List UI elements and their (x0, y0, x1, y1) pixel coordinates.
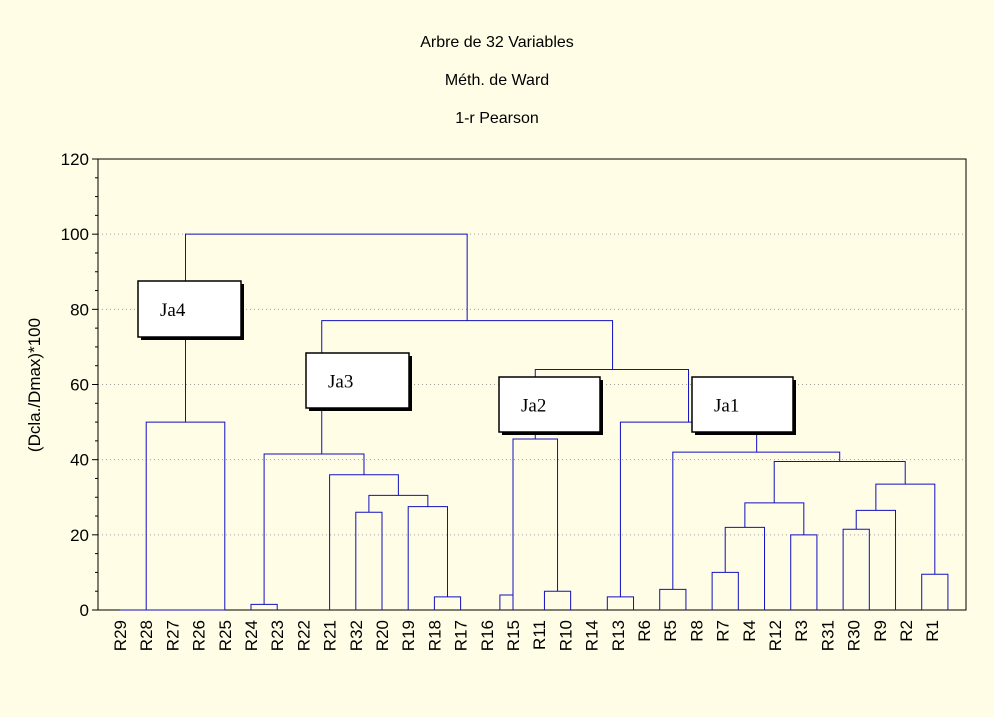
leaf-label: R17 (452, 620, 471, 651)
leaf-label: R27 (163, 620, 182, 651)
dendrogram-link (606, 596, 635, 610)
dendrogram-link (711, 571, 739, 610)
y-tick-label: 60 (70, 376, 89, 395)
dendrogram-link (790, 534, 818, 610)
leaf-label: R1 (923, 620, 942, 642)
y-tick-label: 40 (70, 451, 89, 470)
y-tick-label: 100 (61, 225, 89, 244)
dendrogram-link (659, 588, 687, 610)
cluster-box (691, 376, 794, 433)
leaf-label: R14 (583, 620, 602, 651)
cluster-label-ja2: Ja2 (498, 376, 603, 435)
dendrogram-link (875, 483, 936, 575)
dendrogram-link (773, 461, 906, 503)
cluster-labels: Ja4 Ja3 Ja2 Ja1 (137, 280, 796, 435)
leaf-label: R28 (137, 620, 156, 651)
leaf-label: R5 (661, 620, 680, 642)
leaf-label: R2 (897, 620, 916, 642)
dendrogram-link (672, 451, 841, 590)
leaf-label: R30 (845, 620, 864, 651)
leaf-label: R26 (190, 620, 209, 651)
leaf-label: R32 (347, 620, 366, 651)
dendrogram-link (263, 453, 365, 605)
dendrogram-link (921, 573, 949, 610)
leaf-label: R6 (635, 620, 654, 642)
cluster-label-ja4: Ja4 (137, 280, 244, 340)
y-axis-label: (Dcla./Dmax)*100 (25, 318, 44, 452)
cluster-box (498, 376, 601, 433)
leaf-label: R15 (504, 620, 523, 651)
cluster-box (137, 280, 242, 338)
leaf-label: R29 (111, 620, 130, 651)
dendrogram-link (145, 421, 226, 610)
leaf-label: R12 (766, 620, 785, 651)
dendrogram-link (724, 526, 766, 610)
leaf-label: R23 (268, 620, 287, 651)
cluster-label-text: Ja1 (714, 396, 739, 417)
y-tick-label: 0 (80, 601, 89, 620)
chart-subtitle-method: Méth. de Ward (444, 72, 550, 89)
dendrogram-link (407, 506, 448, 610)
leaf-label: R20 (373, 620, 392, 651)
dendrogram-link (512, 438, 559, 595)
leaf-labels: R29 R28 R27 R26 R25 R24 R23 R22 R21 R32 R20 R19 R18 R… (111, 620, 942, 651)
leaf-label: R16 (478, 620, 497, 651)
cluster-label-ja3: Ja3 (305, 352, 412, 411)
leaf-label: R21 (321, 620, 340, 651)
leaf-label: R19 (399, 620, 418, 651)
leaf-label: R10 (556, 620, 575, 651)
chart-title: Arbre de 32 Variables (420, 34, 574, 51)
leaf-label: R8 (687, 620, 706, 642)
cluster-label-text: Ja3 (328, 372, 353, 393)
dendrogram-link (842, 528, 870, 610)
y-tick-label: 120 (61, 150, 89, 169)
dendrogram-link (855, 509, 897, 610)
cluster-label-text: Ja2 (521, 396, 546, 417)
chart-subtitle-distance: 1-r Pearson (455, 110, 539, 127)
cluster-box (305, 352, 410, 409)
dendrogram-link (355, 511, 383, 610)
cluster-label-ja1: Ja1 (691, 376, 796, 435)
leaf-label: R31 (818, 620, 837, 651)
dendrogram-link (433, 596, 462, 610)
leaf-label: R4 (740, 620, 759, 642)
leaf-label: R25 (216, 620, 235, 651)
dendrogram-link (619, 421, 758, 597)
y-axis: 0 20 40 60 80 100 120 (61, 150, 98, 620)
leaf-label: R3 (792, 620, 811, 642)
y-tick-label: 80 (70, 300, 89, 319)
cluster-label-text: Ja4 (160, 300, 186, 321)
dendrogram-link (368, 494, 429, 513)
leaf-label: R9 (871, 620, 890, 642)
leaf-label: R18 (425, 620, 444, 651)
y-tick-label: 20 (70, 526, 89, 545)
dendrogram-link (543, 590, 572, 610)
leaf-label: R22 (294, 620, 313, 651)
leaf-label: R7 (714, 620, 733, 642)
dendrogram-link (250, 603, 278, 610)
dendrogram-link (744, 502, 805, 535)
leaf-label: R11 (530, 620, 549, 650)
leaf-label: R24 (242, 620, 261, 651)
leaf-label: R13 (609, 620, 628, 651)
dendrogram-link (499, 594, 514, 610)
